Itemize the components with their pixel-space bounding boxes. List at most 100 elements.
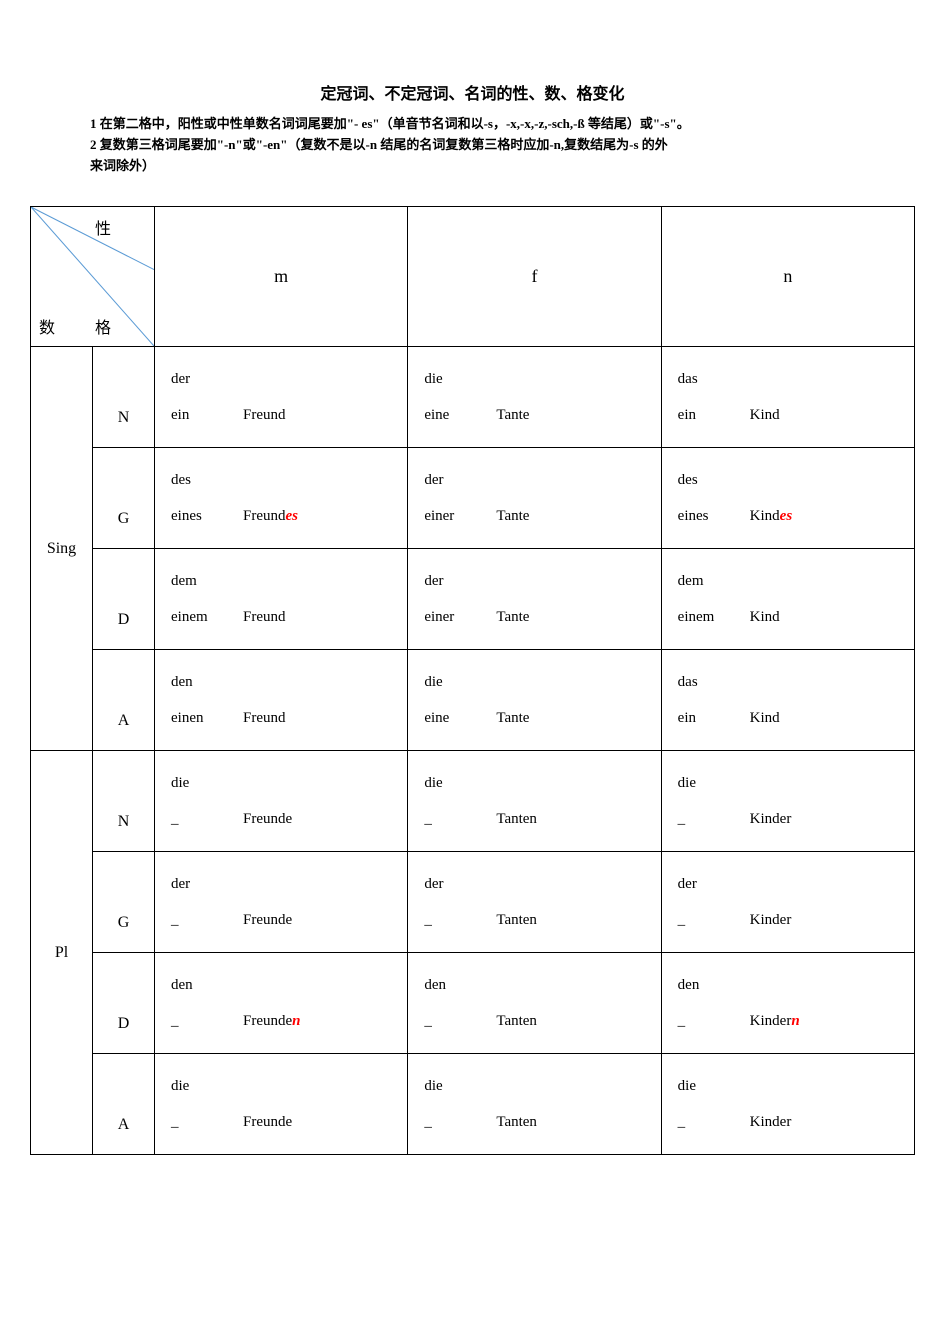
def-article: die bbox=[171, 765, 231, 801]
cell-pl-n-n: die _Kinder bbox=[661, 751, 914, 852]
noun: Freund bbox=[243, 700, 286, 736]
row-sing-a: A den einenFreund die eineTante das einK… bbox=[31, 650, 915, 751]
indef-article: eine bbox=[424, 700, 496, 736]
indef-article: eine bbox=[424, 397, 496, 433]
diag-label-case: 格 bbox=[95, 314, 111, 338]
cell-pl-g-f: der _Tanten bbox=[408, 852, 661, 953]
indef-placeholder: _ bbox=[424, 801, 496, 837]
noun: Kinder bbox=[750, 1104, 792, 1140]
diag-label-gender: 性 bbox=[95, 215, 111, 239]
cell-pl-g-n: der _Kinder bbox=[661, 852, 914, 953]
cell-pl-a-f: die _Tanten bbox=[408, 1054, 661, 1155]
noun: Freunde bbox=[243, 801, 292, 837]
cell-sing-g-n: des einesKindes bbox=[661, 448, 914, 549]
noun: Kinder bbox=[750, 902, 792, 938]
indef-article: ein bbox=[678, 700, 750, 736]
indef-placeholder: _ bbox=[171, 1003, 243, 1039]
noun: Tante bbox=[496, 700, 529, 736]
row-pl-n: Pl N die _Freunde die _Tanten die _Kinde… bbox=[31, 751, 915, 852]
case-sing-g: G bbox=[93, 448, 155, 549]
header-n: n bbox=[661, 207, 914, 347]
def-article: dem bbox=[678, 563, 738, 599]
def-article: die bbox=[424, 765, 484, 801]
suffix: es bbox=[286, 508, 299, 524]
def-article: die bbox=[424, 361, 484, 397]
document-title: 定冠词、不定冠词、名词的性、数、格变化 bbox=[30, 80, 915, 104]
def-article: den bbox=[678, 967, 738, 1003]
case-pl-g: G bbox=[93, 852, 155, 953]
row-sing-n: Sing N der einFreund die eineTante das e… bbox=[31, 347, 915, 448]
cell-sing-n-n: das einKind bbox=[661, 347, 914, 448]
indef-placeholder: _ bbox=[171, 902, 243, 938]
cell-pl-d-m: den _Freunden bbox=[155, 953, 408, 1054]
cell-pl-n-m: die _Freunde bbox=[155, 751, 408, 852]
def-article: den bbox=[171, 664, 231, 700]
cell-sing-n-f: die eineTante bbox=[408, 347, 661, 448]
noun: Tanten bbox=[496, 1104, 537, 1140]
def-article: der bbox=[171, 361, 231, 397]
row-sing-g: G des einesFreundes der einerTante des e… bbox=[31, 448, 915, 549]
noun: Tante bbox=[496, 599, 529, 635]
def-article: das bbox=[678, 664, 738, 700]
number-pl: Pl bbox=[31, 751, 93, 1155]
indef-placeholder: _ bbox=[424, 902, 496, 938]
case-pl-d: D bbox=[93, 953, 155, 1054]
header-m: m bbox=[155, 207, 408, 347]
indef-article: ein bbox=[678, 397, 750, 433]
diagonal-header-cell: 性 格 数 bbox=[31, 207, 155, 347]
def-article: das bbox=[678, 361, 738, 397]
diag-label-number: 数 bbox=[39, 314, 55, 338]
indef-article: einen bbox=[171, 700, 243, 736]
case-sing-a: A bbox=[93, 650, 155, 751]
header-row: 性 格 数 m f n bbox=[31, 207, 915, 347]
indef-placeholder: _ bbox=[171, 1104, 243, 1140]
case-sing-d: D bbox=[93, 549, 155, 650]
def-article: der bbox=[424, 563, 484, 599]
def-article: den bbox=[171, 967, 231, 1003]
suffix: n bbox=[791, 1013, 799, 1029]
indef-article: eines bbox=[678, 498, 750, 534]
def-article: die bbox=[424, 1068, 484, 1104]
cell-pl-a-n: die _Kinder bbox=[661, 1054, 914, 1155]
note-line-2: 2 复数第三格词尾要加"-n"或"-en"（复数不是以-n 结尾的名词复数第三格… bbox=[90, 135, 855, 156]
suffix: es bbox=[780, 508, 793, 524]
note-line-1: 1 在第二格中，阳性或中性单数名词词尾要加"- es"（单音节名词和以-s，-x… bbox=[90, 114, 855, 135]
indef-placeholder: _ bbox=[678, 902, 750, 938]
def-article: der bbox=[678, 866, 738, 902]
noun: Freundes bbox=[243, 498, 298, 534]
cell-sing-a-m: den einenFreund bbox=[155, 650, 408, 751]
cell-pl-n-f: die _Tanten bbox=[408, 751, 661, 852]
noun: Tanten bbox=[496, 902, 537, 938]
cell-sing-a-n: das einKind bbox=[661, 650, 914, 751]
case-pl-n: N bbox=[93, 751, 155, 852]
noun: Freund bbox=[243, 599, 286, 635]
row-pl-d: D den _Freunden den _Tanten den _Kindern bbox=[31, 953, 915, 1054]
def-article: dem bbox=[171, 563, 231, 599]
cell-sing-d-n: dem einemKind bbox=[661, 549, 914, 650]
def-article: die bbox=[424, 664, 484, 700]
cell-pl-d-f: den _Tanten bbox=[408, 953, 661, 1054]
declension-table: 性 格 数 m f n Sing N der einFreund die ein… bbox=[30, 206, 915, 1155]
indef-article: einem bbox=[171, 599, 243, 635]
noun: Tante bbox=[496, 397, 529, 433]
noun: Kindern bbox=[750, 1003, 800, 1039]
indef-article: einer bbox=[424, 498, 496, 534]
noun: Kind bbox=[750, 700, 780, 736]
def-article: des bbox=[678, 462, 738, 498]
indef-article: eines bbox=[171, 498, 243, 534]
number-sing: Sing bbox=[31, 347, 93, 751]
noun: Freunde bbox=[243, 902, 292, 938]
indef-placeholder: _ bbox=[424, 1104, 496, 1140]
cell-sing-d-f: der einerTante bbox=[408, 549, 661, 650]
cell-pl-a-m: die _Freunde bbox=[155, 1054, 408, 1155]
suffix: n bbox=[292, 1013, 300, 1029]
case-pl-a: A bbox=[93, 1054, 155, 1155]
cell-sing-n-m: der einFreund bbox=[155, 347, 408, 448]
case-sing-n: N bbox=[93, 347, 155, 448]
cell-sing-g-m: des einesFreundes bbox=[155, 448, 408, 549]
row-sing-d: D dem einemFreund der einerTante dem ein… bbox=[31, 549, 915, 650]
header-f: f bbox=[408, 207, 661, 347]
def-article: die bbox=[678, 765, 738, 801]
indef-article: einer bbox=[424, 599, 496, 635]
indef-placeholder: _ bbox=[678, 1003, 750, 1039]
